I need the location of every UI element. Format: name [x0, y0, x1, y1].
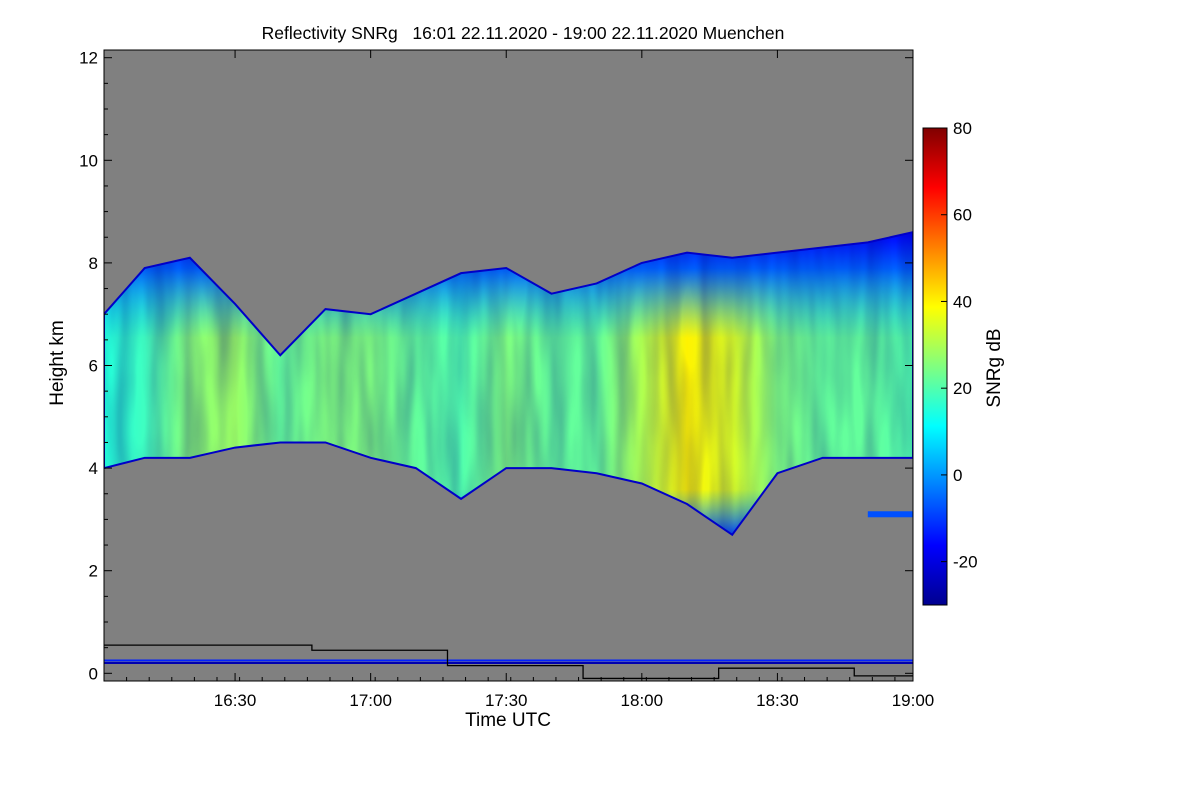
data-layer — [104, 231, 913, 680]
colorbar-tick-label: 20 — [953, 379, 972, 398]
colorbar-tick-label: -20 — [953, 553, 978, 572]
x-axis-label: Time UTC — [465, 710, 551, 731]
colorbar-tick-label: 80 — [953, 119, 972, 138]
chart-title: Reflectivity SNRg 16:01 22.11.2020 - 19:… — [262, 23, 785, 43]
y-tick-label: 8 — [89, 254, 98, 273]
x-tick-label: 18:00 — [621, 691, 664, 710]
y-tick-label: 12 — [79, 49, 98, 68]
y-tick-label: 10 — [79, 151, 98, 170]
y-tick-label: 6 — [89, 357, 98, 376]
x-tick-label: 17:00 — [349, 691, 392, 710]
y-tick-label: 4 — [89, 459, 98, 478]
axes: 16:30 17:00 17:30 18:00 18:30 19:00 0 2 4 6 8 10 12 — [79, 49, 934, 710]
colorbar — [922, 127, 948, 606]
colorbar-tick-label: 40 — [953, 292, 972, 311]
x-tick-label: 19:00 — [892, 691, 935, 710]
colorbar-tick-label: 60 — [953, 206, 972, 225]
y-axis-label: Height km — [47, 320, 68, 406]
x-tick-label: 16:30 — [214, 691, 257, 710]
colorbar-label: SNRg dB — [984, 328, 1005, 407]
boundary-layer-line — [104, 644, 913, 680]
colorbar-ticks: -20 0 20 40 60 80 — [941, 119, 978, 572]
y-tick-label: 0 — [89, 664, 98, 683]
x-tick-label: 17:30 — [485, 691, 528, 710]
x-tick-label: 18:30 — [756, 691, 799, 710]
lower-echo-layer — [867, 511, 913, 518]
y-tick-label: 2 — [89, 562, 98, 581]
colorbar-tick-label: 0 — [953, 466, 962, 485]
cloud-streaks — [104, 232, 913, 535]
cloud-edge — [104, 231, 913, 537]
